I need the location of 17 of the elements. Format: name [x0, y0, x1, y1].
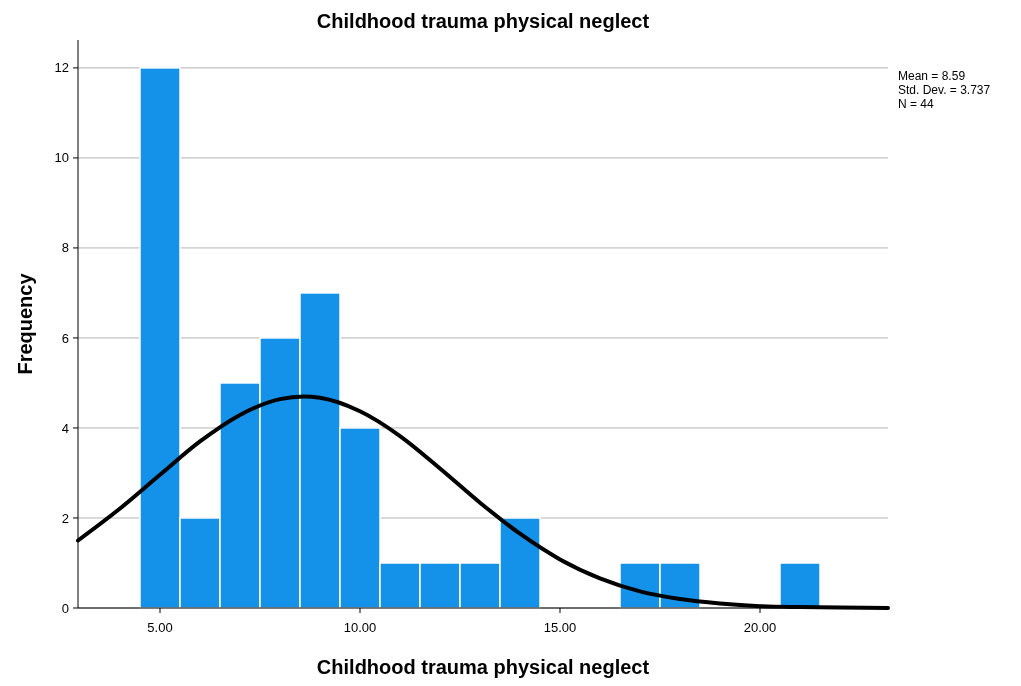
y-tick-label: 0	[61, 600, 69, 616]
text: Std. Dev. = 3.737	[898, 83, 991, 97]
x-tick-label: 20.00	[743, 620, 777, 635]
y-tick-label: 8	[61, 240, 69, 256]
x-tick-label: 10.00	[343, 620, 377, 635]
x-axis-title: Childhood trauma physical neglect	[316, 656, 650, 678]
y-tick-label: 10	[54, 150, 69, 166]
chart-title: Childhood trauma physical neglect	[316, 10, 650, 32]
y-axis-title: Frequency	[14, 272, 36, 375]
x-tick-label: 15.00	[543, 620, 577, 635]
x-tick-label: 5.00	[147, 620, 173, 635]
y-tick-label: 12	[54, 60, 69, 76]
text: Mean = 8.59	[898, 69, 966, 83]
y-tick-label: 2	[61, 510, 69, 526]
text: N = 44	[898, 97, 935, 111]
y-tick-label: 4	[61, 420, 69, 436]
y-tick-label: 6	[61, 330, 69, 346]
